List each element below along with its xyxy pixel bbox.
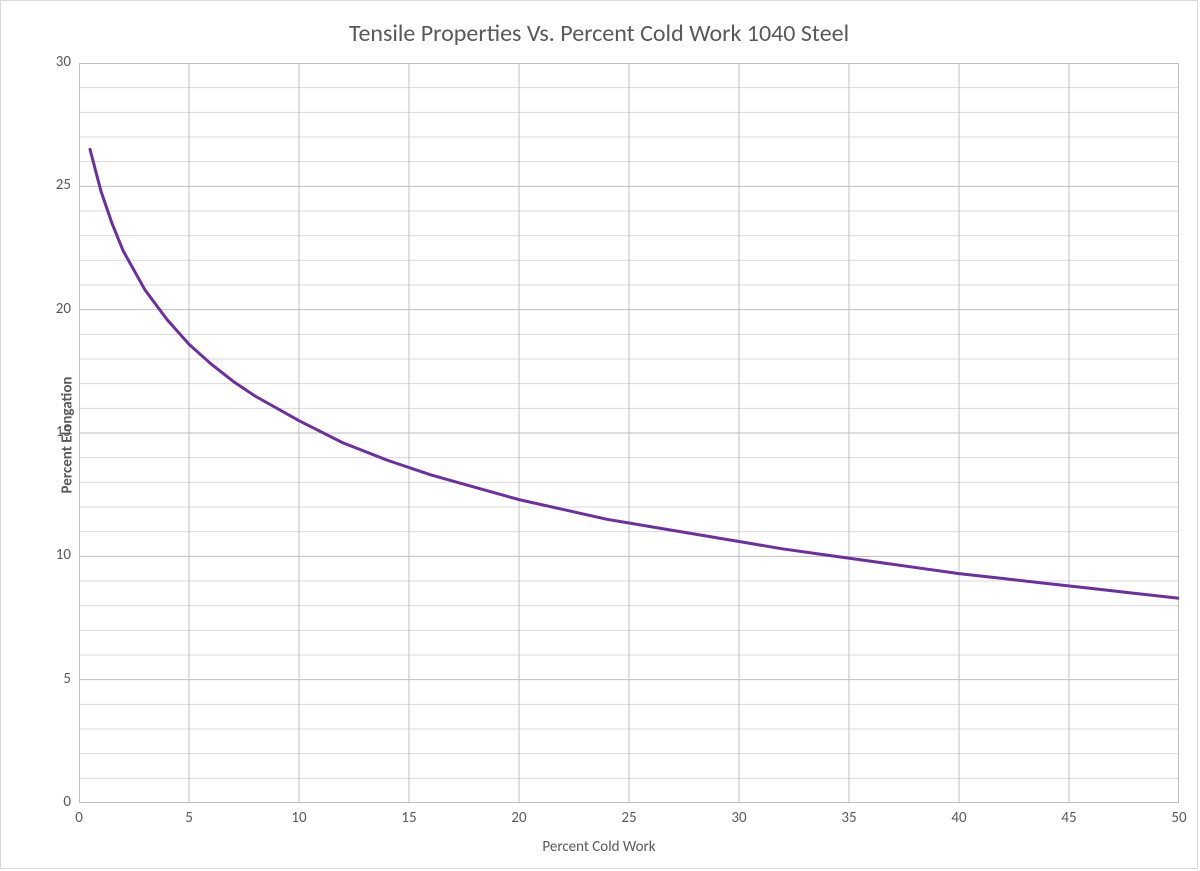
x-tick-label: 0 bbox=[59, 809, 99, 827]
x-tick-label: 45 bbox=[1049, 809, 1089, 827]
chart-title: Tensile Properties Vs. Percent Cold Work… bbox=[1, 19, 1197, 48]
y-tick-label: 20 bbox=[41, 300, 71, 318]
x-tick-label: 40 bbox=[939, 809, 979, 827]
x-tick-label: 20 bbox=[499, 809, 539, 827]
y-tick-label: 15 bbox=[41, 423, 71, 441]
y-tick-label: 25 bbox=[41, 176, 71, 194]
chart-frame: Tensile Properties Vs. Percent Cold Work… bbox=[0, 0, 1198, 869]
x-tick-label: 35 bbox=[829, 809, 869, 827]
x-axis-label: Percent Cold Work bbox=[1, 838, 1197, 856]
plot-area bbox=[79, 63, 1179, 803]
x-tick-label: 50 bbox=[1159, 809, 1199, 827]
x-tick-label: 30 bbox=[719, 809, 759, 827]
x-tick-label: 25 bbox=[609, 809, 649, 827]
x-tick-label: 15 bbox=[389, 809, 429, 827]
y-tick-label: 10 bbox=[41, 546, 71, 564]
x-tick-label: 10 bbox=[279, 809, 319, 827]
y-tick-label: 30 bbox=[41, 53, 71, 71]
y-tick-label: 5 bbox=[41, 670, 71, 688]
x-tick-label: 5 bbox=[169, 809, 209, 827]
